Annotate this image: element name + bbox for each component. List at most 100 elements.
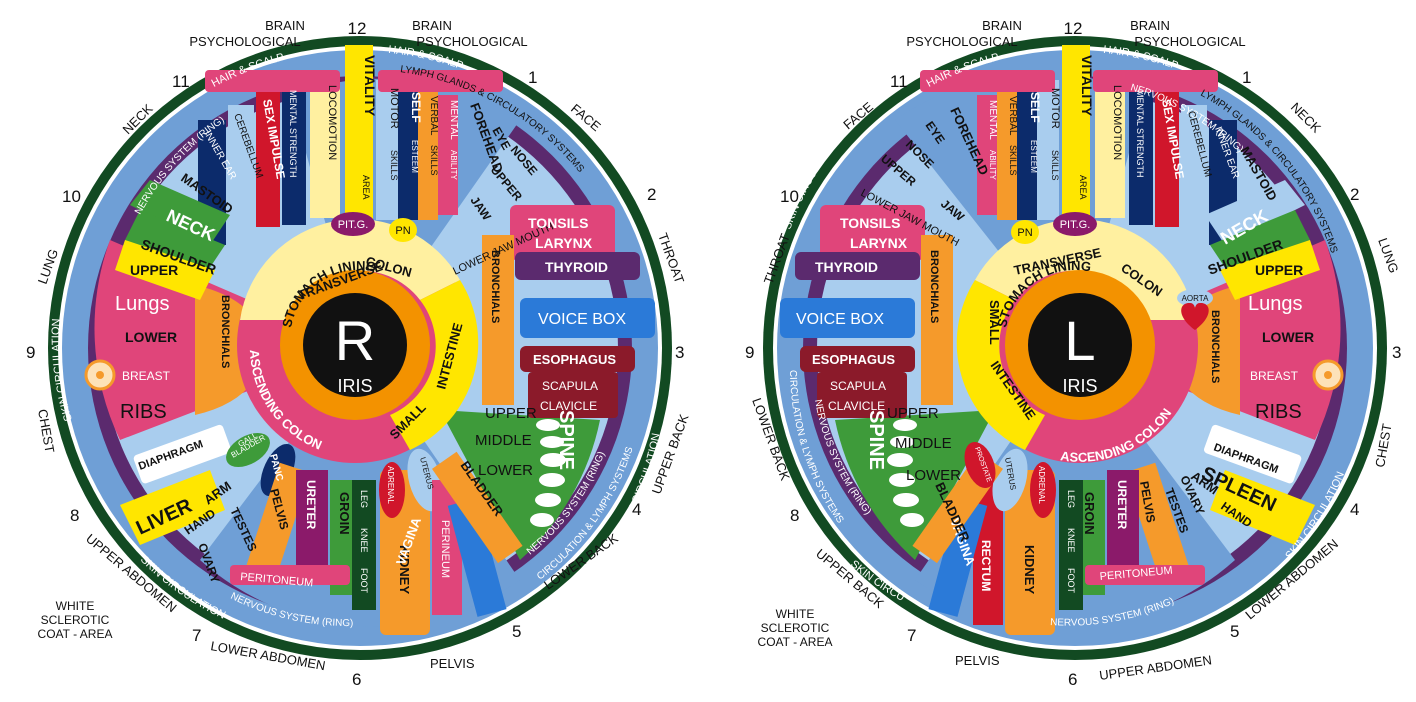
right-small-intestine [390, 280, 479, 450]
left-spine-graphic [887, 419, 924, 527]
right-pitg [331, 212, 375, 236]
left-clock-4: 4 [1350, 500, 1359, 519]
left-vertebra-6 [900, 513, 924, 527]
left-clock-7: 7 [907, 626, 916, 645]
left-uterus [992, 448, 1028, 512]
left-vitality-strip [1062, 45, 1090, 220]
right-locomotion-strip [310, 78, 340, 218]
right-scapula-label: SCAPULA [542, 379, 598, 393]
left-groin-label: GROIN [1082, 492, 1097, 535]
left-vertebra-1 [893, 419, 917, 431]
right-hair-l [205, 70, 340, 92]
right-vertebra-5 [535, 493, 561, 507]
right-mental-strength-strip [282, 85, 306, 225]
right-vagina-strip [447, 498, 507, 617]
right-clock-5: 5 [512, 622, 521, 641]
right-vertebra-1 [536, 419, 560, 431]
right-skills2-label: SKILLS [429, 145, 439, 176]
right-perineum-label: PERINEUM [439, 520, 451, 578]
right-voice-box-label: VOICE BOX [538, 311, 626, 328]
right-motor-label: MOTOR [388, 88, 400, 129]
right-clock-8: 8 [70, 506, 79, 525]
left-larynx-label: LARYNX [850, 235, 908, 251]
left-verbal-label: VERBAL [1007, 96, 1018, 136]
right-self-label: SELF [409, 92, 423, 123]
right-vertebra-6 [530, 513, 554, 527]
left-spleen-band [1210, 470, 1315, 545]
left-scapula-label: SCAPULA [830, 379, 886, 393]
right-core [303, 293, 407, 397]
right-neck-band [125, 210, 225, 275]
right-verbal-strip [418, 90, 438, 220]
left-clock-11: 11 [890, 72, 908, 91]
left-mastoid-band [1205, 180, 1305, 245]
left-sex-strip [1155, 92, 1179, 227]
right-bladder-strip [432, 451, 523, 564]
right-pitg-label: PIT.G. [338, 219, 369, 231]
left-clock-6: 6 [1068, 670, 1077, 689]
right-bronchials2-label: BRONCHIALS [489, 250, 501, 323]
right-white-1: WHITE [56, 599, 95, 613]
right-ribs-label: RIBS [120, 401, 167, 423]
left-voice-box-label: VOICE BOX [796, 311, 884, 328]
left-thyroid-label: THYROID [815, 259, 878, 275]
left-mental-label: MENTAL [987, 100, 998, 140]
right-clock-2: 2 [647, 185, 656, 204]
left-center-letter: L [1064, 309, 1095, 372]
left-upper-lung-label: UPPER [1255, 262, 1303, 278]
left-adrenal-label: ADRENAL [1037, 466, 1046, 504]
left-neck-band [1210, 210, 1310, 275]
right-spine-area [440, 410, 600, 560]
left-spine-area [835, 410, 995, 560]
right-mental-label: MENTAL [448, 100, 459, 140]
left-clock-2: 2 [1350, 185, 1359, 204]
right-adrenal-label: ADRENAL [386, 466, 395, 504]
left-foot-label: FOOT [1066, 568, 1076, 593]
right-brain-left-1: BRAIN [265, 18, 305, 33]
left-knee-label: KNEE [1066, 528, 1076, 553]
left-voice-box [780, 298, 915, 338]
right-pn-label: PN [395, 225, 410, 237]
left-leg-strip [1059, 480, 1083, 610]
left-area-label: AREA [1078, 175, 1088, 200]
left-clock-12: 12 [1064, 19, 1083, 38]
left-clock-8: 8 [790, 506, 799, 525]
right-brain-left-2: PSYCHOLOGICAL [189, 34, 300, 49]
right-thyroid-box [515, 252, 640, 280]
left-tonsils-label: TONSILS [840, 215, 900, 231]
right-pelvis-label: PELVIS [430, 656, 475, 671]
right-hair-r [378, 70, 503, 92]
right-cerebellum-strip [228, 105, 254, 235]
right-upper-lung-label: UPPER [130, 262, 178, 278]
right-vertebra-3 [540, 453, 566, 467]
right-liver-band [120, 470, 225, 545]
right-kidney-label: KIDNEY [397, 545, 412, 594]
left-vertebra-3 [887, 453, 913, 467]
left-bronchials2-strip [921, 235, 953, 405]
left-bronchials-label: BRONCHIALS [1209, 310, 1221, 383]
right-center-word: IRIS [337, 376, 372, 396]
left-clock-1: 1 [1242, 68, 1251, 87]
left-pitg [1053, 212, 1097, 236]
right-vitality-label: VITALITY [362, 55, 378, 117]
left-esophagus-label: ESOPHAGUS [812, 352, 895, 367]
right-peritoneum-bar [230, 565, 350, 585]
right-locomotion-label: LOCOMOTION [326, 85, 338, 160]
right-vertebra-2 [540, 436, 564, 448]
left-tonsils-box [820, 205, 925, 260]
left-vagina-strip [928, 498, 988, 617]
left-pn [1011, 220, 1039, 244]
left-vitality-label: VITALITY [1079, 55, 1095, 117]
left-clock-3: 3 [1392, 343, 1401, 362]
left-mental-strength-strip [1129, 85, 1153, 225]
left-cerebellum-strip [1181, 105, 1207, 235]
left-prostate [964, 441, 996, 489]
left-clavicle-label: CLAVICLE [828, 399, 885, 413]
right-clock-10: 10 [62, 187, 81, 206]
right-clock-12: 12 [348, 19, 367, 38]
right-spine-label: SPINE [555, 410, 577, 470]
right-tonsils-box [510, 205, 615, 260]
left-heart-icon [1181, 302, 1209, 330]
right-gall-bladder [226, 432, 270, 468]
left-clock-5: 5 [1230, 622, 1239, 641]
